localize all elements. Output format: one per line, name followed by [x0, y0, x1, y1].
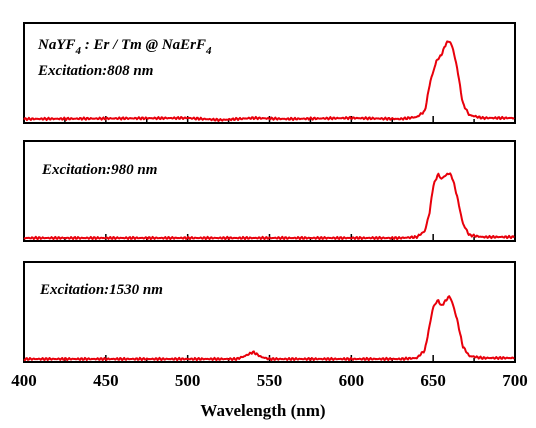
- x-tick-label: 400: [11, 371, 37, 390]
- x-tick-label: 550: [257, 371, 283, 390]
- x-axis-label: Wavelength (nm): [200, 401, 325, 420]
- excitation-label-980: Excitation:980 nm: [41, 162, 157, 178]
- panel-980nm: Excitation:980 nm: [23, 140, 516, 242]
- spectrum-line-808nm: [23, 40, 515, 122]
- panel-808nm: NaYF4 : Er / Tm @ NaErF4 Excitation:808 …: [23, 22, 516, 124]
- spectrum-line-1530nm: [23, 295, 515, 362]
- excitation-label-808: Excitation:808 nm: [37, 63, 153, 79]
- panel-frame: [23, 261, 516, 363]
- excitation-label-1530: Excitation:1530 nm: [39, 282, 163, 298]
- x-tick-labels: 400 450 500 550 600 650 700: [11, 371, 528, 390]
- x-tick-label: 500: [175, 371, 201, 390]
- x-tick-label: 600: [339, 371, 365, 390]
- panel-frame: [23, 140, 516, 242]
- x-tick-label: 450: [93, 371, 119, 390]
- x-tick-label: 650: [420, 371, 446, 390]
- panel-1530nm: Excitation:1530 nm: [23, 261, 516, 363]
- compound-label: NaYF4 : Er / Tm @ NaErF4: [37, 37, 212, 57]
- spectrum-line-980nm: [23, 172, 515, 241]
- x-tick-label: 700: [502, 371, 528, 390]
